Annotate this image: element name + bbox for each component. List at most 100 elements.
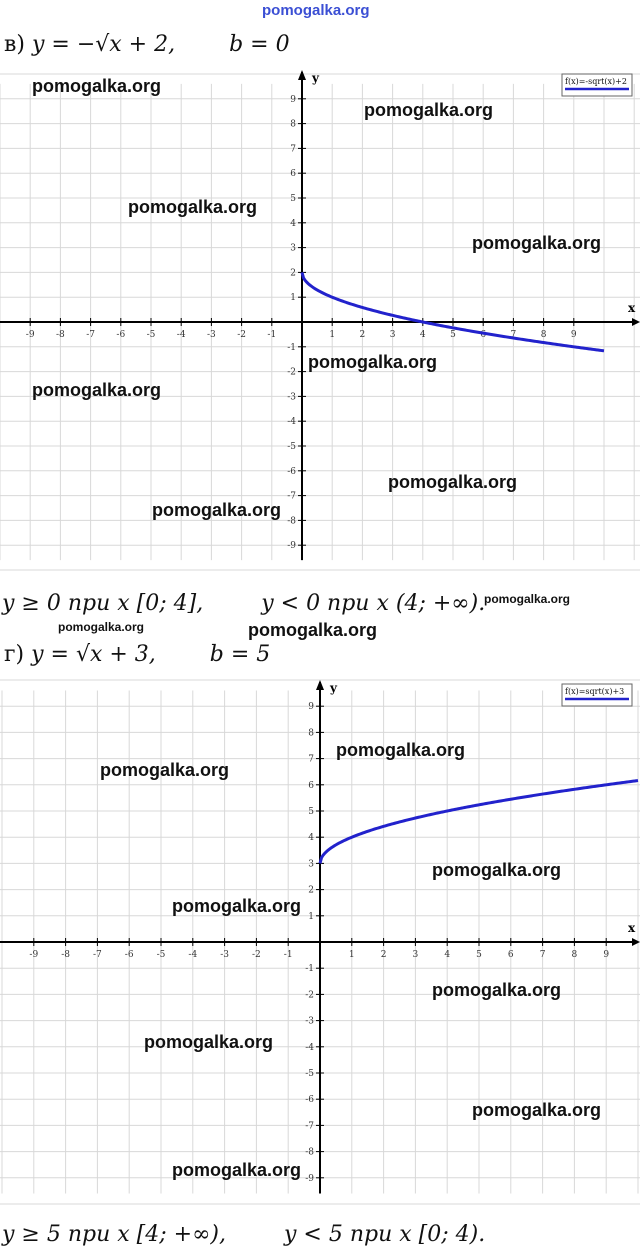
y-tick-label: 9 (308, 702, 314, 712)
y-axis-label: y (311, 71, 320, 85)
part-g-answer-right: y < 5 при x [0; 4). (283, 1222, 486, 1247)
y-tick-label: 1 (290, 293, 296, 303)
y-tick-label: 4 (290, 219, 296, 229)
y-tick-label: -2 (305, 990, 314, 1000)
watermark: pomogalka.org (364, 100, 494, 120)
watermark: pomogalka.org (484, 592, 571, 606)
watermark: pomogalka.org (128, 197, 258, 217)
y-tick-label: -5 (287, 442, 296, 452)
x-axis-arrow (632, 938, 640, 946)
y-tick-label: -9 (287, 541, 296, 551)
y-tick-label: -5 (305, 1069, 314, 1079)
x-tick-label: 5 (476, 950, 482, 960)
x-tick-label: 8 (541, 330, 547, 340)
x-tick-label: -4 (177, 330, 186, 340)
part-g-label: г) (4, 642, 25, 667)
y-axis-label: y (329, 681, 338, 695)
x-tick-label: 5 (450, 330, 456, 340)
watermark: pomogalka.org (432, 860, 562, 880)
y-axis-arrow (316, 680, 324, 690)
x-axis-label: x (628, 921, 636, 935)
y-tick-label: 6 (290, 169, 296, 179)
site-header: pomogalka.org (262, 2, 370, 19)
y-tick-label: 4 (308, 833, 314, 843)
watermark: pomogalka.org (308, 352, 438, 372)
watermark: pomogalka.org (388, 472, 518, 492)
y-tick-label: -6 (287, 467, 296, 477)
y-tick-label: 6 (308, 781, 314, 791)
watermark: pomogalka.org (32, 380, 162, 400)
y-tick-label: 3 (290, 244, 296, 254)
y-tick-label: -1 (287, 343, 296, 353)
y-tick-label: -8 (305, 1148, 314, 1158)
x-tick-label: 2 (360, 330, 366, 340)
y-tick-label: 9 (290, 95, 296, 105)
x-axis-label: x (628, 301, 636, 315)
y-tick-label: 7 (290, 144, 296, 154)
y-tick-label: 2 (290, 268, 296, 278)
y-axis-arrow (298, 70, 306, 80)
x-tick-label: -3 (207, 330, 216, 340)
part-v-param: b = 0 (229, 32, 290, 57)
x-tick-label: -8 (61, 950, 70, 960)
x-tick-label: -1 (284, 950, 293, 960)
y-tick-label: 2 (308, 886, 314, 896)
y-tick-label: -1 (305, 964, 314, 974)
part-g-equation: y = √x + 3, (31, 642, 156, 667)
y-tick-label: 3 (308, 859, 314, 869)
part-g-heading: г) y = √x + 3, b = 5 (4, 642, 270, 667)
y-tick-label: -6 (305, 1095, 314, 1105)
x-tick-label: -7 (93, 950, 102, 960)
watermark: pomogalka.org (472, 233, 602, 253)
y-tick-label: -2 (287, 368, 296, 378)
legend-label: f(x)=-sqrt(x)+2 (565, 77, 627, 86)
part-g-answer-left: y ≥ 5 при x [4; +∞), (2, 1222, 226, 1247)
y-tick-label: -9 (305, 1174, 314, 1184)
x-tick-label: -6 (116, 330, 125, 340)
x-tick-label: -6 (125, 950, 134, 960)
watermark: pomogalka.org (336, 740, 466, 760)
x-tick-label: -7 (86, 330, 95, 340)
y-tick-label: -3 (305, 1017, 314, 1027)
x-tick-label: -4 (188, 950, 197, 960)
x-tick-label: 1 (349, 950, 355, 960)
x-tick-label: 2 (381, 950, 387, 960)
x-tick-label: -5 (147, 330, 156, 340)
watermark: pomogalka.org (472, 1100, 602, 1120)
part-v-label: в) (4, 32, 25, 57)
y-tick-label: -8 (287, 516, 296, 526)
legend-box (561, 73, 633, 97)
y-tick-label: -4 (287, 417, 296, 427)
x-tick-label: 9 (603, 950, 609, 960)
x-tick-label: 3 (413, 950, 419, 960)
y-tick-label: 5 (290, 194, 296, 204)
x-tick-label: 4 (420, 330, 426, 340)
x-tick-label: 7 (511, 330, 517, 340)
x-tick-label: 7 (540, 950, 546, 960)
y-tick-label: 7 (308, 755, 314, 765)
part-v-answer: y ≥ 0 при x [0; 4], y < 0 при x (4; +∞). (2, 591, 485, 616)
x-tick-label: 9 (571, 330, 577, 340)
y-tick-label: 8 (308, 728, 314, 738)
watermark: pomogalka.org (100, 760, 230, 780)
part-v-answer-right: y < 0 при x (4; +∞). (261, 591, 486, 616)
y-tick-label: 1 (308, 912, 314, 922)
watermark: pomogalka.org (172, 1160, 302, 1180)
watermark: pomogalka.org (32, 76, 162, 96)
y-tick-label: 5 (308, 807, 314, 817)
x-tick-label: 4 (444, 950, 450, 960)
chart-v: x y -9 -8 -7 -6 -5 -4 -3 -2 -1 1 2 3 4 5 6 7 8 9 -9 -8 -7 -6 -5 -… (0, 70, 640, 571)
watermark: pomogalka.org (152, 500, 282, 520)
x-tick-label: 6 (508, 950, 514, 960)
y-tick-label: 8 (290, 120, 296, 130)
x-axis-arrow (632, 318, 640, 326)
legend-label: f(x)=sqrt(x)+3 (565, 687, 624, 696)
function-curve (300, 272, 605, 353)
legend-box (561, 683, 633, 707)
x-tick-label: -9 (26, 330, 35, 340)
part-g-param: b = 5 (209, 642, 271, 667)
x-tick-label: 1 (329, 330, 335, 340)
x-tick-label: 8 (572, 950, 578, 960)
watermark: pomogalka.org (432, 980, 562, 1000)
watermark: pomogalka.org (58, 620, 145, 634)
